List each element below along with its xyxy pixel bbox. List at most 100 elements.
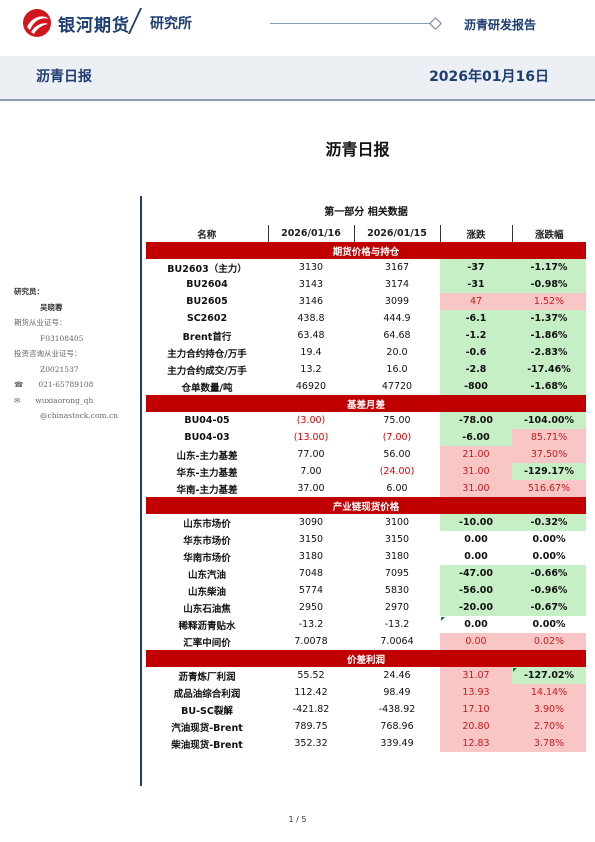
change-value: -31 bbox=[440, 276, 512, 293]
category-row: 产业链现货价格 bbox=[146, 497, 586, 514]
table-row: BU2605 3146 3099 47 1.52% bbox=[146, 293, 586, 310]
change-percent: 516.67% bbox=[512, 480, 586, 497]
value-previous: 16.0 bbox=[386, 364, 408, 375]
change-value: -0.6 bbox=[440, 344, 512, 361]
email-icon: ✉ bbox=[14, 395, 21, 405]
change-value: -37 bbox=[440, 259, 512, 276]
row-name: 仓单数量/吨 bbox=[181, 382, 233, 394]
value-previous: 56.00 bbox=[383, 449, 411, 460]
change-value: 12.83 bbox=[440, 735, 512, 752]
galaxy-logo-icon bbox=[23, 9, 51, 37]
row-name: SC2602 bbox=[186, 313, 228, 324]
author-sidebar: 研究员： 吴晓蓉 期货从业证号： F03108405 投资咨询从业证号： Z00… bbox=[14, 284, 118, 424]
value-current: 7048 bbox=[298, 568, 324, 579]
report-type: 沥青研发报告 bbox=[464, 18, 537, 32]
change-percent: -1.68% bbox=[512, 378, 586, 395]
value-previous: 2970 bbox=[384, 602, 410, 613]
table-row: 主力合约持仓/万手 19.4 20.0 -0.6 -2.83% bbox=[146, 344, 586, 361]
change-value: 47 bbox=[440, 293, 512, 310]
change-value: 20.80 bbox=[440, 718, 512, 735]
table-row: 华东市场价 3150 3150 0.00 0.00% bbox=[146, 531, 586, 548]
value-previous: (7.00) bbox=[382, 432, 412, 443]
value-previous: 3167 bbox=[384, 262, 410, 273]
change-value: -56.00 bbox=[440, 582, 512, 599]
page-number: 1 / 5 bbox=[288, 815, 307, 824]
row-name: BU2604 bbox=[186, 279, 228, 290]
change-value: -6.00 bbox=[440, 429, 512, 446]
change-value: 0.00 bbox=[440, 633, 512, 650]
value-previous: -438.92 bbox=[378, 704, 416, 715]
change-percent: -1.37% bbox=[512, 310, 586, 327]
column-header: 涨跌幅 bbox=[511, 225, 586, 242]
value-current: 55.52 bbox=[297, 670, 325, 681]
row-name: 沥青炼厂利润 bbox=[178, 671, 236, 683]
row-name: 汇率中间价 bbox=[183, 637, 231, 649]
futures-cert-label: 期货从业证号： bbox=[14, 318, 67, 327]
value-current: 112.42 bbox=[294, 687, 328, 698]
row-name: BU-SC裂解 bbox=[181, 705, 233, 717]
band-title: 沥青日报 bbox=[36, 69, 92, 85]
row-name: 山东柴油 bbox=[187, 586, 226, 598]
change-value: -47.00 bbox=[440, 565, 512, 582]
table-row: BU04-03 (13.00) (7.00) -6.00 85.71% bbox=[146, 429, 586, 446]
email-user: wuxiaorong_qh bbox=[35, 395, 94, 405]
row-name: 华南市场价 bbox=[183, 552, 231, 564]
value-current: 3180 bbox=[298, 551, 324, 562]
table-row: 山东柴油 5774 5830 -56.00 -0.96% bbox=[146, 582, 586, 599]
value-previous: 98.49 bbox=[383, 687, 411, 698]
value-previous: 6.00 bbox=[386, 483, 408, 494]
advisory-cert-label: 投资咨询从业证号： bbox=[14, 349, 82, 358]
value-previous: 3174 bbox=[384, 279, 410, 290]
change-percent: 37.50% bbox=[512, 446, 586, 463]
row-name: 山东石油焦 bbox=[183, 603, 231, 615]
change-percent: -129.17% bbox=[512, 463, 586, 480]
table-row: 稀释沥青贴水 -13.2 -13.2 0.00 0.00% bbox=[146, 616, 586, 633]
table-row: BU2604 3143 3174 -31 -0.98% bbox=[146, 276, 586, 293]
section-title: 第一部分 相关数据 bbox=[324, 207, 408, 218]
table-row: 山东汽油 7048 7095 -47.00 -0.66% bbox=[146, 565, 586, 582]
title-band bbox=[0, 56, 595, 100]
value-current: 63.48 bbox=[297, 330, 325, 341]
change-percent: 3.90% bbox=[512, 701, 586, 718]
row-name: BU2603（主力） bbox=[167, 263, 247, 275]
data-table: 名称 2026/01/16 2026/01/15 涨跌 涨跌幅 期货价格与持仓 B… bbox=[146, 225, 586, 752]
column-header: 涨跌 bbox=[439, 225, 512, 242]
category-title: 价差利润 bbox=[146, 650, 586, 667]
value-previous: 339.49 bbox=[380, 738, 414, 749]
category-title: 基差月差 bbox=[146, 395, 586, 412]
table-row: 华南市场价 3180 3180 0.00 0.00% bbox=[146, 548, 586, 565]
table-row: 山东石油焦 2950 2970 -20.00 -0.67% bbox=[146, 599, 586, 616]
value-current: 3146 bbox=[298, 296, 324, 307]
table-row: BU2603（主力） 3130 3167 -37 -1.17% bbox=[146, 259, 586, 276]
value-current: 37.00 bbox=[297, 483, 325, 494]
row-name: 华东市场价 bbox=[183, 535, 231, 547]
category-row: 期货价格与持仓 bbox=[146, 242, 586, 259]
change-value: -10.00 bbox=[440, 514, 512, 531]
value-current: 46920 bbox=[295, 381, 327, 392]
table-row: 山东市场价 3090 3100 -10.00 -0.32% bbox=[146, 514, 586, 531]
page-title: 沥青日报 bbox=[325, 140, 390, 159]
change-value: 31.07 bbox=[440, 667, 512, 684]
change-percent: -127.02% bbox=[512, 667, 586, 684]
value-current: (13.00) bbox=[293, 432, 329, 443]
futures-cert: F03108405 bbox=[40, 333, 84, 343]
table-row: 成品油综合利润 112.42 98.49 13.93 14.14% bbox=[146, 684, 586, 701]
change-value: 0.00 bbox=[464, 534, 488, 545]
category-title: 期货价格与持仓 bbox=[146, 242, 586, 259]
value-current: -13.2 bbox=[298, 619, 324, 630]
table-row: BU04-05 (3.00) 75.00 -78.00 -104.00% bbox=[146, 412, 586, 429]
row-name: 华东-主力基差 bbox=[176, 467, 238, 479]
column-header: 2026/01/15 bbox=[353, 225, 440, 242]
value-previous: 64.68 bbox=[383, 330, 411, 341]
advisory-cert: Z0021537 bbox=[40, 364, 79, 374]
row-name: BU04-05 bbox=[184, 415, 230, 426]
value-previous: 75.00 bbox=[383, 415, 411, 426]
row-name: 主力合约成交/万手 bbox=[167, 365, 247, 377]
column-header: 名称 bbox=[146, 225, 268, 242]
row-name: 山东-主力基差 bbox=[176, 450, 238, 462]
change-percent: 0.02% bbox=[512, 633, 586, 650]
change-percent: 0.00% bbox=[532, 619, 566, 630]
change-percent: -0.66% bbox=[512, 565, 586, 582]
change-percent: -2.83% bbox=[512, 344, 586, 361]
change-value: 0.00 bbox=[440, 616, 512, 633]
